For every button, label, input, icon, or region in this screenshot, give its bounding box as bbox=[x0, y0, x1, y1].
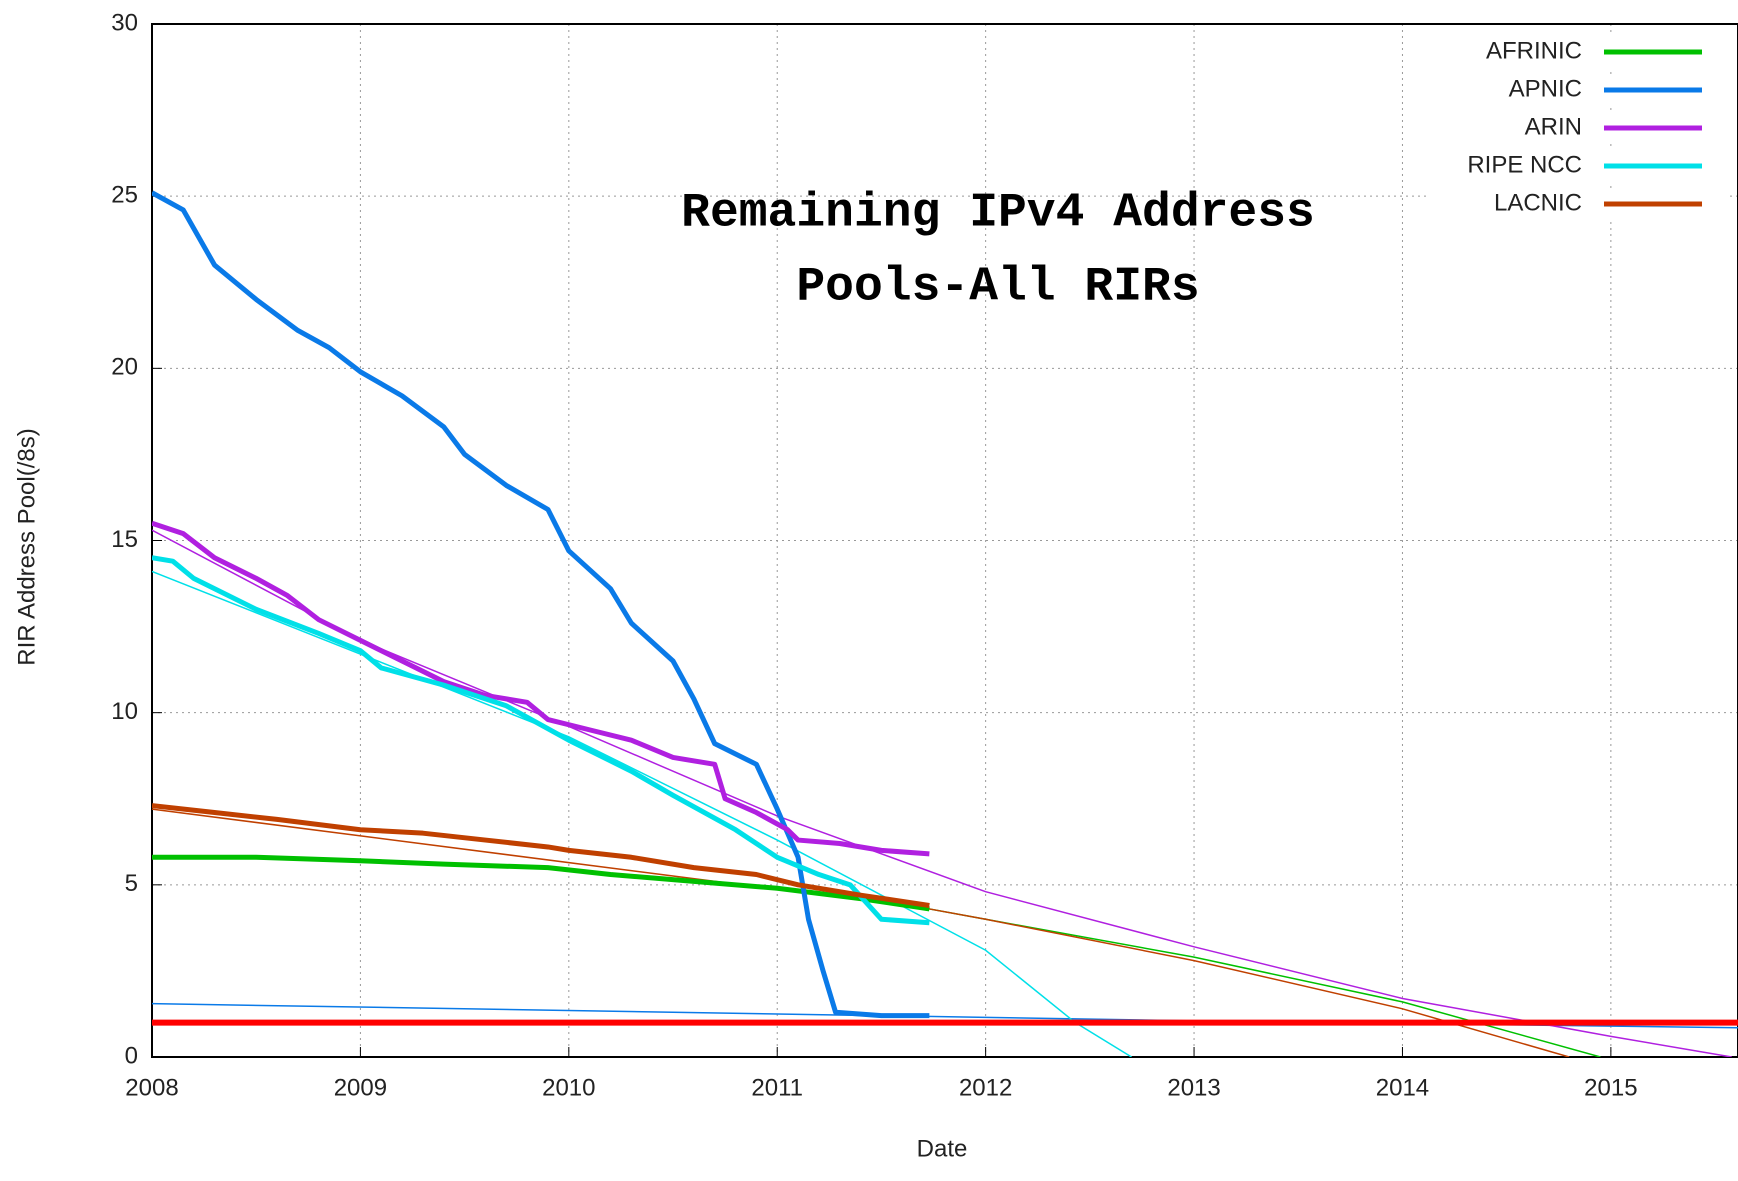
y-tick-label: 30 bbox=[111, 9, 138, 36]
y-tick-label: 5 bbox=[125, 870, 138, 897]
x-tick-label: 2009 bbox=[334, 1074, 387, 1101]
x-tick-label: 2011 bbox=[751, 1074, 803, 1101]
legend-label: RIPE NCC bbox=[1467, 151, 1582, 178]
chart-title: Pools-All RIRs bbox=[796, 261, 1199, 315]
series-line bbox=[152, 803, 930, 908]
x-tick-label: 2008 bbox=[125, 1074, 178, 1101]
y-tick-label: 10 bbox=[111, 698, 138, 725]
y-tick-label: 20 bbox=[111, 354, 138, 381]
plot-area bbox=[152, 190, 1738, 1057]
x-tick-label: 2010 bbox=[542, 1074, 595, 1101]
legend-label: APNIC bbox=[1509, 75, 1582, 102]
x-tick-label: 2015 bbox=[1584, 1074, 1637, 1101]
y-tick-label: 25 bbox=[111, 182, 138, 209]
fit-line bbox=[152, 570, 1132, 1057]
x-tick-label: 2012 bbox=[959, 1074, 1012, 1101]
legend-label: LACNIC bbox=[1494, 189, 1582, 216]
y-tick-label: 15 bbox=[111, 526, 138, 553]
series-line bbox=[152, 555, 930, 926]
series-line bbox=[152, 190, 930, 1019]
y-tick-label: 0 bbox=[125, 1042, 138, 1069]
fit-line bbox=[152, 529, 1732, 1057]
x-tick-label: 2013 bbox=[1167, 1074, 1220, 1101]
series-line bbox=[152, 854, 930, 912]
x-axis-label: Date bbox=[917, 1135, 968, 1162]
fit-line bbox=[929, 908, 1601, 1057]
legend-label: AFRINIC bbox=[1486, 37, 1582, 64]
plot-border bbox=[151, 23, 1738, 1058]
y-axis-label: RIR Address Pool(/8s) bbox=[13, 428, 40, 665]
legend-label: ARIN bbox=[1525, 113, 1582, 140]
x-tick-label: 2014 bbox=[1376, 1074, 1429, 1101]
series-line bbox=[152, 520, 930, 857]
chart-title: Remaining IPv4 Address bbox=[681, 187, 1315, 241]
